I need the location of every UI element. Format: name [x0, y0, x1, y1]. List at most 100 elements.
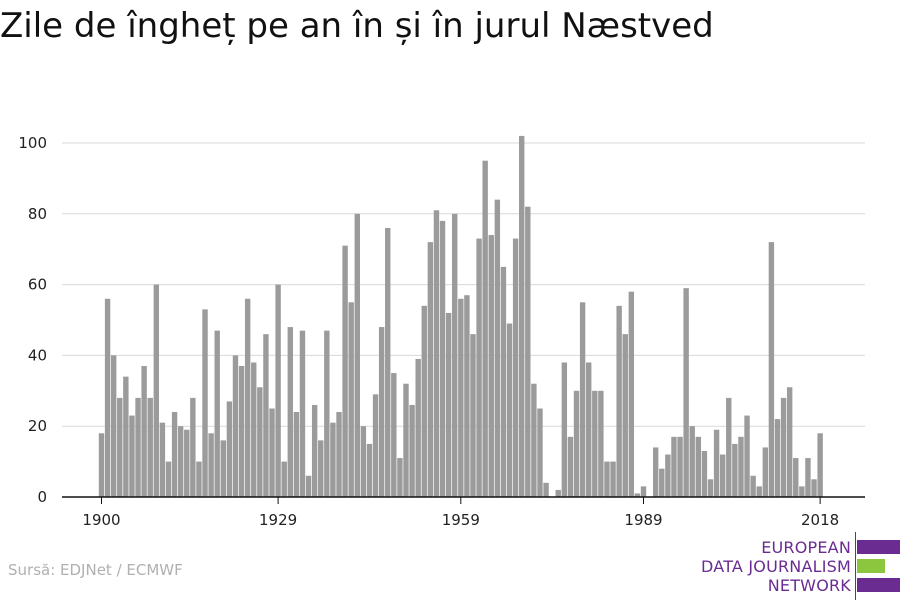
- bar: [117, 397, 123, 497]
- bar: [519, 135, 525, 498]
- y-tick-label: 20: [28, 417, 47, 435]
- bar: [452, 213, 458, 498]
- bar: [768, 242, 775, 497]
- bar: [123, 376, 129, 497]
- bar: [458, 298, 464, 497]
- bar: [793, 458, 799, 497]
- bar: [531, 383, 537, 497]
- bar: [305, 475, 312, 497]
- logo-bar-middle: [857, 559, 885, 573]
- y-axis-ticks: 0 20 40 60 80 100: [18, 134, 47, 506]
- bar: [470, 334, 476, 497]
- bar: [732, 443, 738, 497]
- source-note: Sursă: EDJNet / ECMWF: [8, 561, 183, 579]
- bar: [744, 415, 750, 497]
- bar: [573, 390, 580, 497]
- bar: [397, 458, 403, 497]
- bar: [488, 235, 494, 498]
- bar: [318, 440, 324, 497]
- bar: [683, 288, 689, 497]
- logo-line-3: NETWORK: [767, 576, 851, 595]
- logo-bar-top: [857, 540, 900, 554]
- bar: [202, 309, 208, 497]
- bar: [232, 355, 239, 497]
- bar: [738, 436, 744, 497]
- bar: [707, 479, 714, 497]
- bar: [445, 312, 452, 497]
- bar: [567, 436, 574, 497]
- x-tick-label: 1929: [259, 511, 297, 529]
- bar: [811, 479, 817, 497]
- bar: [378, 327, 385, 497]
- bar: [433, 210, 440, 497]
- bar: [311, 404, 318, 497]
- bar: [506, 323, 513, 497]
- bar: [324, 330, 330, 497]
- bar: [391, 373, 397, 497]
- bar: [287, 327, 293, 497]
- y-tick-label: 40: [28, 346, 47, 364]
- bar: [348, 302, 354, 497]
- bar: [184, 429, 190, 497]
- bar: [579, 302, 586, 497]
- bar: [476, 238, 482, 497]
- bar: [129, 415, 135, 497]
- x-tick-label: 2018: [801, 511, 839, 529]
- bar: [598, 390, 604, 497]
- bar: [177, 426, 184, 497]
- x-tick-label: 1900: [82, 511, 120, 529]
- bar: [104, 298, 111, 497]
- bar: [196, 461, 202, 497]
- bar: [293, 412, 300, 497]
- bar: [634, 493, 641, 497]
- bar: [214, 330, 220, 497]
- bar: [537, 408, 543, 497]
- bar: [464, 295, 470, 497]
- bars: [98, 135, 823, 498]
- bar: [719, 454, 726, 497]
- bar: [372, 394, 379, 497]
- bar: [628, 291, 635, 497]
- bar: [677, 436, 683, 497]
- bar: [701, 450, 708, 497]
- bar: [500, 266, 507, 497]
- bar: [251, 362, 257, 497]
- bar: [366, 443, 373, 497]
- logo-bar-bottom: [857, 578, 900, 592]
- bar: [226, 401, 233, 497]
- bar: [659, 468, 665, 497]
- x-tick-label: 1959: [442, 511, 480, 529]
- bar: [640, 486, 647, 497]
- y-tick-label: 100: [18, 134, 47, 152]
- bar: [756, 486, 762, 497]
- logo-line-1: EUROPEAN: [761, 538, 851, 557]
- bar: [512, 238, 519, 497]
- bar: [652, 447, 659, 497]
- bar: [110, 355, 117, 497]
- bar: [805, 458, 811, 497]
- bar: [403, 383, 409, 497]
- bar: [153, 284, 160, 497]
- bar: [726, 397, 732, 497]
- bar: [671, 436, 677, 497]
- x-tick-label: 1989: [624, 511, 662, 529]
- bar: [689, 426, 695, 497]
- bar: [555, 489, 561, 497]
- bar: [98, 433, 105, 497]
- bar: [665, 454, 671, 497]
- bar: [238, 366, 245, 497]
- bar: [750, 475, 756, 497]
- bar: [336, 412, 342, 497]
- y-tick-label: 60: [28, 276, 47, 294]
- bar: [695, 436, 702, 497]
- x-axis-ticks: 1900 1929 1959 1989 2018: [82, 497, 839, 529]
- bar: [427, 242, 434, 497]
- bar: [586, 362, 592, 497]
- bar: [385, 227, 391, 497]
- bar: [482, 160, 488, 497]
- bar: [622, 334, 628, 497]
- y-tick-label: 0: [37, 488, 47, 506]
- bar: [269, 408, 275, 497]
- bar: [786, 387, 793, 497]
- bar: [190, 397, 196, 497]
